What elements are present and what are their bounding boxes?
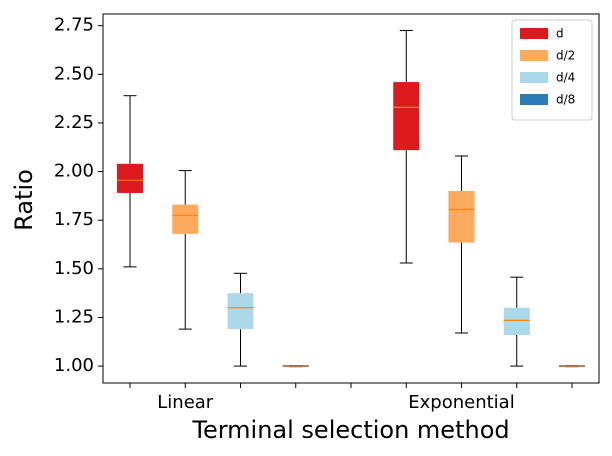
box bbox=[227, 293, 254, 330]
legend-swatch bbox=[520, 50, 548, 61]
legend-swatch bbox=[520, 94, 548, 105]
y-axis-label: Ratio bbox=[10, 169, 38, 231]
box bbox=[172, 204, 199, 234]
plot-frame bbox=[102, 13, 600, 384]
legend-swatch bbox=[520, 28, 548, 39]
box bbox=[393, 82, 420, 151]
legend-label: d/4 bbox=[556, 71, 575, 85]
y-tick-label: 1.00 bbox=[54, 355, 94, 376]
y-tick-label: 1.50 bbox=[54, 258, 94, 279]
y-tick-label: 2.75 bbox=[54, 15, 94, 36]
y-tick-label: 2.50 bbox=[54, 63, 94, 84]
box bbox=[117, 163, 143, 193]
y-tick-label: 1.25 bbox=[54, 306, 94, 327]
y-tick-label: 2.25 bbox=[54, 112, 94, 133]
y-tick-label: 2.00 bbox=[54, 161, 94, 182]
y-tick-label: 1.75 bbox=[54, 209, 94, 230]
x-axis-label: Terminal selection method bbox=[191, 416, 509, 444]
legend-swatch bbox=[520, 72, 548, 83]
legend-label: d/8 bbox=[556, 93, 575, 107]
legend-label: d bbox=[556, 27, 564, 41]
box bbox=[448, 191, 475, 243]
x-tick-label: Linear bbox=[157, 392, 214, 413]
legend-label: d/2 bbox=[556, 49, 575, 63]
box bbox=[503, 307, 530, 335]
x-tick-label: Exponential bbox=[408, 392, 514, 413]
